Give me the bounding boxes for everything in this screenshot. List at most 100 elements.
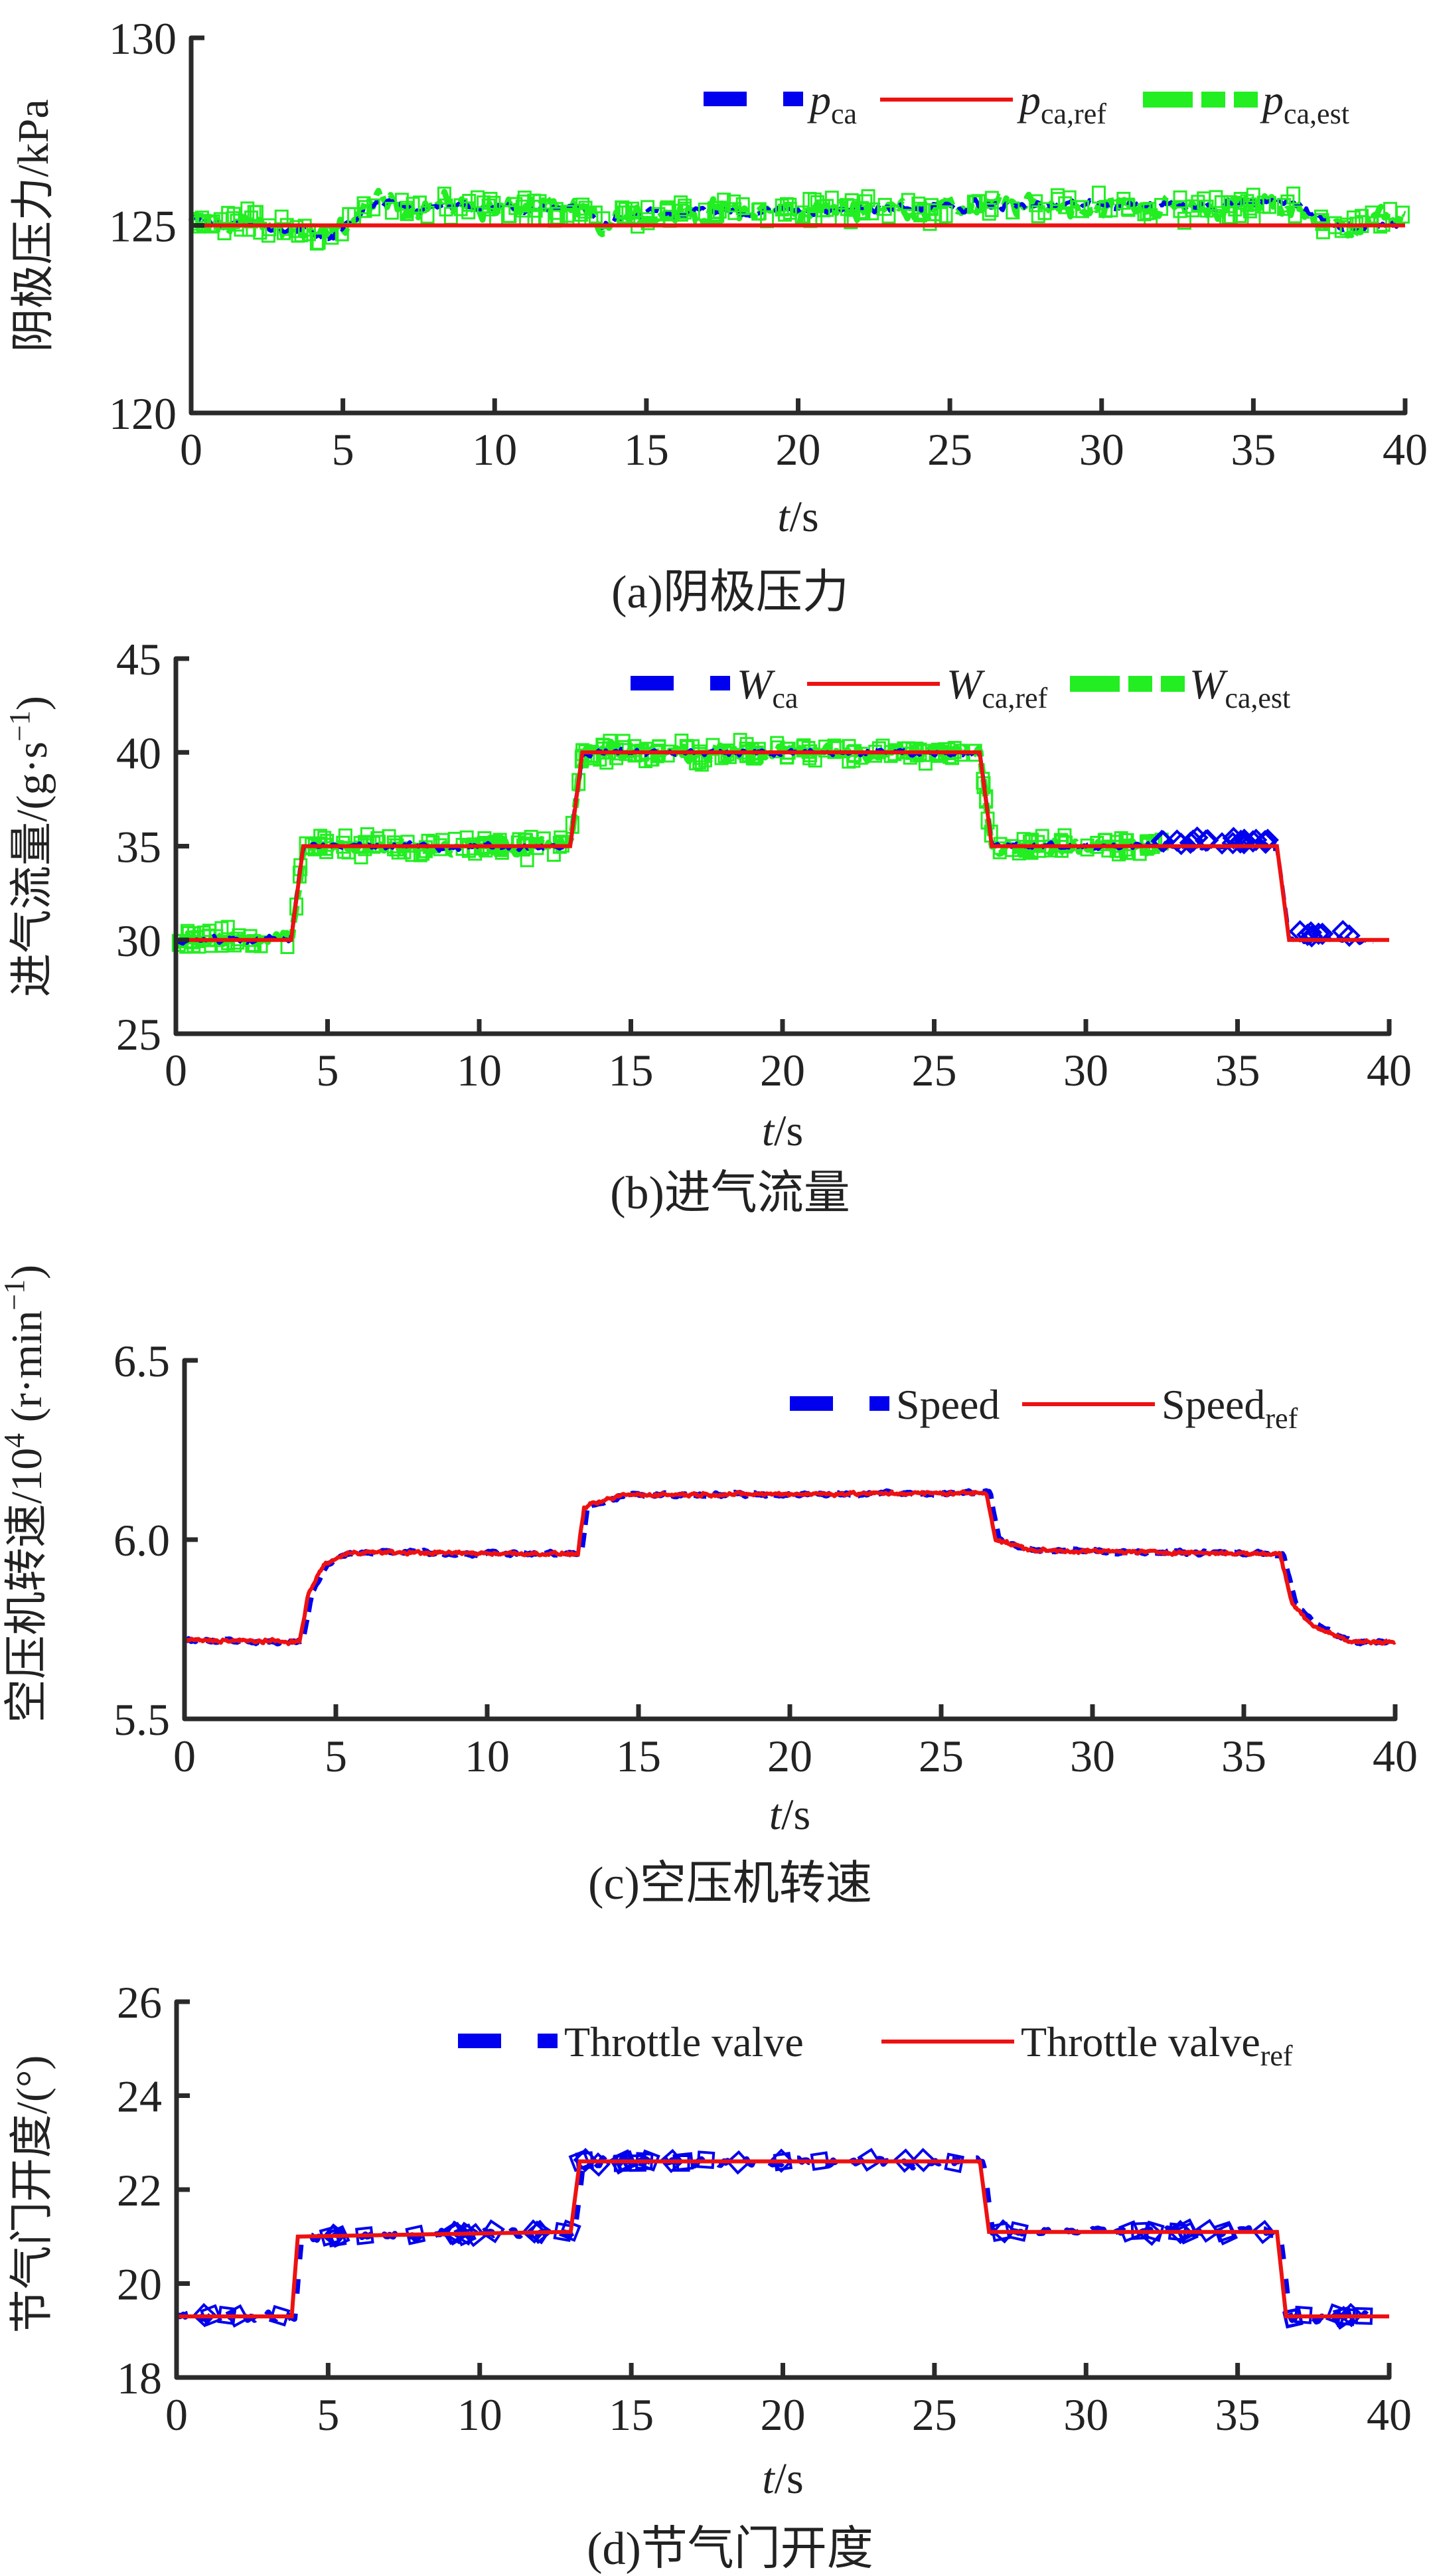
estimate-marker bbox=[618, 202, 633, 220]
y-axis-label: 节气门开度/(°) bbox=[8, 2055, 56, 2334]
x-tick-label: 25 bbox=[912, 2389, 957, 2440]
measured-marker bbox=[327, 2225, 350, 2248]
legend-label-main: W bbox=[737, 661, 776, 708]
x-axis-label: t/s bbox=[777, 493, 818, 541]
x-axis-label-unit: /s bbox=[790, 493, 819, 541]
estimate-marker bbox=[1221, 206, 1236, 224]
x-tick-label: 0 bbox=[165, 2389, 188, 2440]
estimate-marker bbox=[356, 196, 371, 214]
estimate-marker bbox=[437, 187, 451, 205]
x-tick-label: 35 bbox=[1231, 424, 1276, 475]
estimate-marker bbox=[939, 205, 953, 224]
series-speed-ref-line bbox=[183, 1489, 1396, 1647]
estimate-marker bbox=[197, 214, 212, 232]
y-axis-label-close: ) bbox=[3, 1265, 51, 1279]
x-axis-label-unit: /s bbox=[781, 1791, 810, 1839]
estimate-marker bbox=[698, 202, 712, 221]
y-axis-label-text: 进气流量/(g·s bbox=[8, 742, 56, 997]
panel-c: 5.5 6.0 6.5 0 5 10 15 20 25 30 35 40 t/s 空压机转速/104 (r… bbox=[0, 1265, 1418, 1839]
legend-label-main: Throttle valve bbox=[1021, 2018, 1260, 2065]
x-axis-label: t/s bbox=[762, 1107, 803, 1155]
y-tick-label: 22 bbox=[117, 2165, 162, 2215]
y-axis-label-close: ) bbox=[8, 696, 56, 710]
x-axis-label-var: t bbox=[769, 1791, 783, 1839]
legend-swatch-measured bbox=[710, 676, 730, 690]
legend-swatch-measured bbox=[631, 676, 674, 690]
legend-label-measured: Wca bbox=[737, 661, 798, 714]
legend-swatch-measured bbox=[458, 2034, 501, 2048]
estimate-marker bbox=[1280, 194, 1295, 212]
estimate-marker bbox=[391, 841, 406, 860]
plot-area-a bbox=[188, 185, 1410, 251]
estimate-marker bbox=[360, 827, 374, 845]
plot-area-d bbox=[175, 2148, 1389, 2330]
legend-label-main: p bbox=[1260, 76, 1284, 123]
estimate-marker bbox=[928, 203, 942, 222]
estimate-marker bbox=[1246, 187, 1260, 206]
x-tick-label: 10 bbox=[465, 1731, 510, 1781]
legend-swatch-estimated bbox=[1234, 92, 1258, 108]
estimate-marker bbox=[1177, 211, 1191, 230]
measured-marker bbox=[659, 2148, 684, 2174]
estimate-marker bbox=[810, 195, 824, 214]
x-tick-label: 15 bbox=[609, 1045, 654, 1095]
legend-label-main: Speed bbox=[896, 1381, 1000, 1428]
estimate-marker bbox=[783, 202, 797, 220]
y-axis-label-text: 阴极压力/kPa bbox=[9, 99, 58, 352]
legend-a: pca pca,ref pca,est bbox=[704, 76, 1349, 130]
y-axis-label-sup: 4 bbox=[0, 1433, 31, 1448]
x-tick-label: 40 bbox=[1367, 1045, 1412, 1095]
x-tick-label: 15 bbox=[616, 1731, 661, 1781]
x-tick-label: 0 bbox=[165, 1045, 187, 1095]
legend-b: Wca Wca,ref Wca,est bbox=[631, 661, 1290, 714]
x-tick-label: 35 bbox=[1221, 1731, 1266, 1781]
y-tick-label: 25 bbox=[116, 1009, 161, 1060]
x-axis-label-var: t bbox=[762, 2455, 775, 2503]
y-tick-label: 24 bbox=[117, 2071, 162, 2122]
y-tick-label: 5.5 bbox=[113, 1694, 170, 1745]
estimate-marker bbox=[1376, 214, 1391, 232]
x-tick-label: 30 bbox=[1070, 1731, 1115, 1781]
estimate-marker bbox=[1053, 833, 1068, 851]
measured-marker bbox=[225, 2304, 250, 2328]
measured-marker bbox=[443, 2221, 467, 2246]
estimate-marker bbox=[1055, 835, 1069, 853]
panel-b: 25 30 35 40 45 0 5 10 15 20 25 30 35 40 t/s 进气流量/(g·s−1… bbox=[3, 634, 1412, 1155]
x-tick-label: 15 bbox=[624, 424, 669, 475]
measured-marker bbox=[521, 2219, 546, 2244]
x-tick-label: 25 bbox=[912, 1045, 957, 1095]
y-tick-label: 6.5 bbox=[113, 1336, 170, 1386]
panel-d: 18 20 22 24 26 0 5 10 15 20 25 30 35 40 t/s 节气门开度/(°) Th… bbox=[8, 1977, 1412, 2503]
y-axis-label: 阴极压力/kPa bbox=[9, 99, 58, 352]
axis-lines bbox=[188, 35, 1408, 416]
y-axis-label-rest: (r·min bbox=[3, 1311, 51, 1433]
legend-swatch-measured bbox=[538, 2034, 558, 2048]
x-tick-label: 30 bbox=[1063, 2389, 1108, 2440]
estimate-marker bbox=[747, 748, 762, 766]
x-tick-label: 35 bbox=[1215, 2389, 1260, 2440]
x-tick-label: 0 bbox=[180, 424, 202, 475]
estimate-marker bbox=[735, 197, 750, 216]
estimate-marker bbox=[945, 747, 960, 765]
legend-label-sub: ca,est bbox=[1284, 98, 1349, 130]
estimate-marker bbox=[1185, 199, 1200, 218]
estimate-marker bbox=[400, 835, 415, 853]
x-axis-label: t/s bbox=[769, 1791, 810, 1839]
estimate-marker bbox=[487, 195, 501, 214]
y-tick-label: 40 bbox=[116, 728, 161, 778]
legend-label-measured: Throttle valve bbox=[564, 2018, 804, 2065]
y-tick-label: 130 bbox=[109, 13, 177, 64]
measured-marker bbox=[481, 2219, 505, 2243]
x-axis-label-var: t bbox=[762, 1107, 775, 1155]
legend-label-main: Throttle valve bbox=[564, 2018, 804, 2065]
measured-marker bbox=[769, 2148, 794, 2173]
legend-label-sub: ca bbox=[831, 98, 857, 130]
estimate-marker bbox=[276, 222, 291, 240]
estimate-marker bbox=[1142, 202, 1157, 220]
series-speed-line bbox=[183, 1488, 1397, 1647]
y-tick-label: 26 bbox=[117, 1977, 162, 2028]
estimate-marker bbox=[1075, 200, 1090, 218]
estimate-marker bbox=[749, 745, 764, 764]
estimate-marker bbox=[1214, 195, 1229, 214]
legend-label-reference: pca,ref bbox=[1017, 76, 1106, 130]
